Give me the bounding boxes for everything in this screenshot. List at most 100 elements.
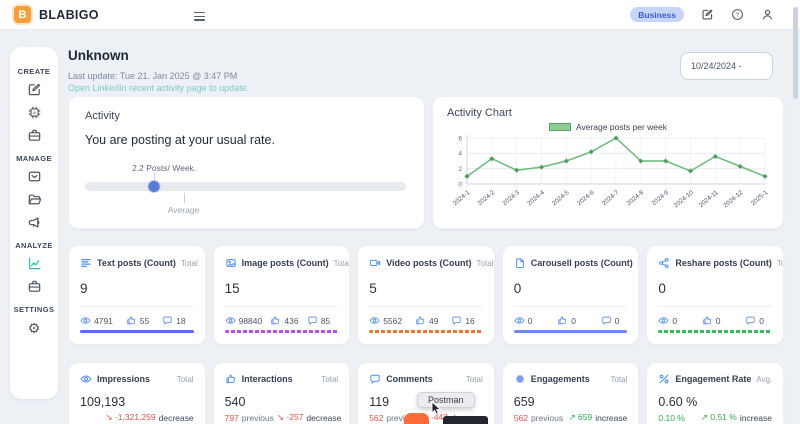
window-scrollbar[interactable]: [793, 7, 798, 99]
delta-value: ↘ -1,321,259: [105, 412, 156, 422]
dock-tooltip: Postman: [417, 392, 475, 408]
engagements-icon: [514, 373, 526, 385]
sidebar-item-portfolio[interactable]: [27, 275, 42, 298]
brand-name: BLABIGO: [39, 7, 99, 22]
interactions-card: Interactions Total 540 797 previous ↘ -2…: [212, 362, 351, 424]
likes-icon: [126, 315, 137, 326]
svg-text:2024-2: 2024-2: [477, 189, 497, 207]
text-posts-icon: [80, 257, 92, 269]
image-posts-card: Image posts (Count) Total 15 98840 436 8…: [212, 245, 351, 345]
engagement-rate-card: Engagement Rate Avg. 0.60 % 0.10 % ↗ 0.5…: [646, 362, 784, 424]
image-posts-icon: [225, 257, 237, 269]
sidebar-item-settings[interactable]: ⚙: [28, 316, 41, 339]
post-count-cards-row: Text posts (Count) Total 9 4791 55 18 Im…: [68, 245, 784, 345]
svg-text:?: ?: [736, 12, 740, 19]
sidebar-item-jobs[interactable]: [27, 124, 42, 147]
folder-icon: [28, 194, 41, 205]
delta-suffix: decrease: [306, 412, 342, 423]
video-posts-icon: [369, 257, 381, 269]
postman-dock-icon[interactable]: [404, 413, 429, 424]
help-icon[interactable]: ?: [731, 8, 744, 21]
sidebar-item-drafts[interactable]: [27, 188, 42, 211]
metric-cards-row: Impressions Total 109,193 ↘ -1,321,259 d…: [68, 362, 784, 424]
comments-icon: [745, 315, 756, 326]
plan-badge[interactable]: Business: [630, 7, 684, 22]
rate-tick: [154, 173, 156, 182]
comments-count: 18: [176, 315, 186, 326]
views-icon: [369, 315, 380, 326]
briefcase-icon: [28, 129, 40, 141]
total-tag: Total: [321, 374, 339, 384]
user-icon[interactable]: [761, 8, 774, 21]
top-bar: B BLABIGO Business ?: [0, 0, 800, 30]
comments-count: 16: [465, 315, 475, 326]
activity-chart: 0 2 4 6 2024-1 2024-2 2024-3 2024-4 2024-5 2024-6…: [452, 135, 770, 210]
sidebar-item-compose[interactable]: [27, 78, 42, 101]
views-count: 0: [672, 315, 678, 326]
svg-text:2024-10: 2024-10: [673, 189, 696, 210]
percent-icon: [658, 373, 670, 385]
sidebar-section-settings: SETTINGS: [13, 305, 55, 314]
total-tag: Total: [610, 374, 628, 384]
total-tag: Total: [180, 258, 198, 268]
svg-text:6: 6: [458, 135, 462, 142]
views-icon: [514, 315, 525, 326]
comments-icon: [162, 315, 173, 326]
likes-count: 49: [428, 315, 439, 326]
svg-text:2024-4: 2024-4: [526, 189, 546, 207]
sidebar-item-ai-assistant[interactable]: AI: [27, 101, 42, 124]
inbox-icon: [28, 171, 40, 182]
views-icon: [225, 315, 236, 326]
comments-icon: [601, 315, 612, 326]
slider-handle[interactable]: [148, 181, 160, 192]
menu-icon[interactable]: [192, 10, 207, 23]
reshare-posts-card: Reshare posts (Count) Total 0 0 0 0: [646, 245, 784, 345]
rate-label: 2.2 Posts/ Week.: [132, 163, 197, 173]
carousel-posts-count: 0: [513, 281, 522, 296]
views-count: 0: [527, 315, 533, 326]
delta-suffix: increase: [595, 412, 628, 423]
total-tag: Total: [176, 374, 194, 384]
previous-label: previous: [530, 412, 564, 423]
card-accent-bar: [224, 330, 339, 333]
delta-value: ↗ 0.51 %: [700, 412, 737, 422]
views-count: 98840: [238, 315, 263, 326]
date-range-input[interactable]: [680, 52, 773, 80]
svg-text:AI: AI: [32, 110, 36, 115]
linkedin-update-link[interactable]: Open LinkedIn recent activity page to up…: [68, 83, 250, 93]
sidebar-item-inbox[interactable]: [27, 165, 42, 188]
compose-icon[interactable]: [701, 8, 714, 21]
delta-value: ↘ -443: [421, 412, 449, 422]
likes-count: 55: [139, 315, 150, 326]
comments-value: 119: [369, 395, 390, 409]
sidebar-item-campaigns[interactable]: [27, 211, 42, 234]
svg-text:2024-6: 2024-6: [576, 189, 596, 207]
dock-item[interactable]: [443, 416, 488, 424]
sidebar-section-manage: MANAGE: [16, 154, 52, 163]
previous-value: 797: [224, 412, 239, 423]
likes-icon: [270, 315, 281, 326]
reshare-posts-count: 0: [658, 281, 666, 296]
views-icon: [658, 315, 669, 326]
svg-text:0: 0: [458, 181, 462, 188]
comments-count: 85: [320, 315, 331, 326]
comments-metric-icon: [369, 373, 381, 385]
sidebar: CREATE AI MANAGE ANALYZE SETTINGS ⚙: [10, 47, 58, 399]
mouse-cursor: [431, 401, 442, 415]
card-accent-bar: [80, 330, 194, 333]
briefcase-icon: [28, 280, 40, 292]
card-accent-bar: [658, 330, 772, 333]
likes-icon: [702, 315, 713, 326]
total-tag: Total: [638, 259, 639, 268]
carousel-posts-icon: [514, 257, 526, 269]
slider-track[interactable]: [85, 182, 406, 191]
chart-legend: Average posts per week: [447, 122, 769, 132]
previous-value: 562: [513, 412, 528, 423]
svg-text:2024-7: 2024-7: [601, 189, 621, 207]
megaphone-icon: [28, 217, 39, 228]
svg-text:2: 2: [458, 166, 462, 173]
average-label: Average: [167, 205, 200, 215]
sidebar-item-analytics[interactable]: [27, 252, 42, 275]
svg-text:2024-8: 2024-8: [626, 189, 646, 207]
